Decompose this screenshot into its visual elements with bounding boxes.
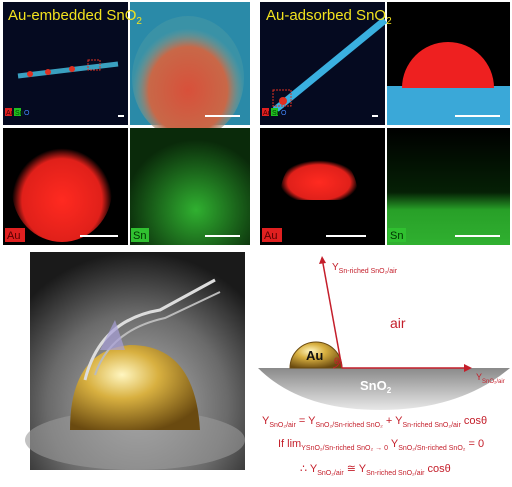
equation: ∴ YSnO₂/air ≅ YSn-riched SnO₂/air cosθ [300,463,451,477]
mesh [100,320,125,350]
label-box [388,228,406,242]
arrowhead [319,256,326,264]
gamma-label: YSnO₂/air [476,372,505,385]
legend-swatch [271,108,278,116]
legend-label: O [24,110,30,117]
particle-label: Au [306,348,323,363]
equation-text: + Y [383,415,403,427]
au-embedded-panel: Au-embedded SnO2 Au Sn O Au Sn [3,2,250,245]
equation-text: ≅ Y [344,463,367,475]
particle [45,69,51,75]
equation-text: = 0 [465,438,484,450]
equation-text: = Y [296,415,316,427]
equation-subscript: SnO₂/Sn-riched SnO₂ [315,422,383,429]
rendering [25,252,245,470]
label: Sn [133,230,146,242]
label: Sn [390,230,403,242]
substrate [258,368,510,410]
particle [27,71,33,77]
label: Au [264,230,277,242]
au-particle-map [402,42,494,88]
sno2-band [387,86,510,125]
gold-dome [70,345,200,430]
nanowire [272,17,388,113]
legend-label: Sn [15,110,24,117]
equation: If limYSnO₂/Sn-riched SnO₂ → 0 YSnO₂/Sn-… [278,438,484,452]
probe [94,291,221,376]
au-particle-map [132,16,244,140]
equation-subscript: SnO₂/air [269,422,296,429]
equation-text: Y [388,438,399,450]
nanowire [17,61,119,79]
equation-text: cosθ [461,415,487,427]
equation: YSnO₂/air = YSnO₂/Sn-riched SnO₂ + YSn-r… [262,415,487,429]
panel-title: Au-embedded SnO2 [8,7,142,27]
equation-subscript: Sn-riched SnO₂/air [402,422,461,429]
angle-arc [332,359,341,369]
panel-title: Au-adsorbed SnO2 [266,7,392,27]
zoom-box [272,89,292,107]
legend-label: Sn [272,110,281,117]
vector [321,257,343,369]
angle-label: θ [334,356,339,366]
arrowhead [464,364,472,372]
medium-label: air [390,315,406,331]
particle [69,66,75,72]
equation-text: If lim [278,438,301,450]
label-box [5,228,25,242]
substrate-label: SnO2 [360,378,392,395]
equation-text: ∴ Y [300,463,318,475]
label-box [131,228,149,242]
wetting-diagram: YSn-riched SnO₂/air air Au θ SnO2 YSnO₂/… [258,256,510,477]
sn-map [387,128,510,245]
gamma-label: YSn-riched SnO₂/air [332,262,398,275]
au-blob [12,138,112,242]
legend-label: Au [263,110,272,117]
particle [279,97,287,105]
equation-subscript: YSnO₂/Sn-riched SnO₂ → 0 [301,445,388,452]
sn-map [130,128,250,245]
equation-text: cosθ [424,463,450,475]
legend-swatch [14,108,21,116]
equation-subscript: SnO₂/Sn-riched SnO₂ [398,445,466,452]
au-blob [280,156,358,200]
equations: YSnO₂/air = YSnO₂/Sn-riched SnO₂ + YSn-r… [262,415,487,477]
label: Au [7,230,20,242]
equation-text: Y [262,415,270,427]
legend-swatch [5,108,12,116]
legend-label: O [281,110,287,117]
legend-label: Au [6,110,15,117]
legend-swatch [262,108,269,116]
zoom-box [87,59,101,71]
au-adsorbed-panel: Au-adsorbed SnO2 Au Sn O Au Sn [260,2,510,245]
label-box [262,228,282,242]
equation-subscript: Sn-riched SnO₂/air [366,470,425,477]
equation-subscript: SnO₂/air [317,470,344,477]
